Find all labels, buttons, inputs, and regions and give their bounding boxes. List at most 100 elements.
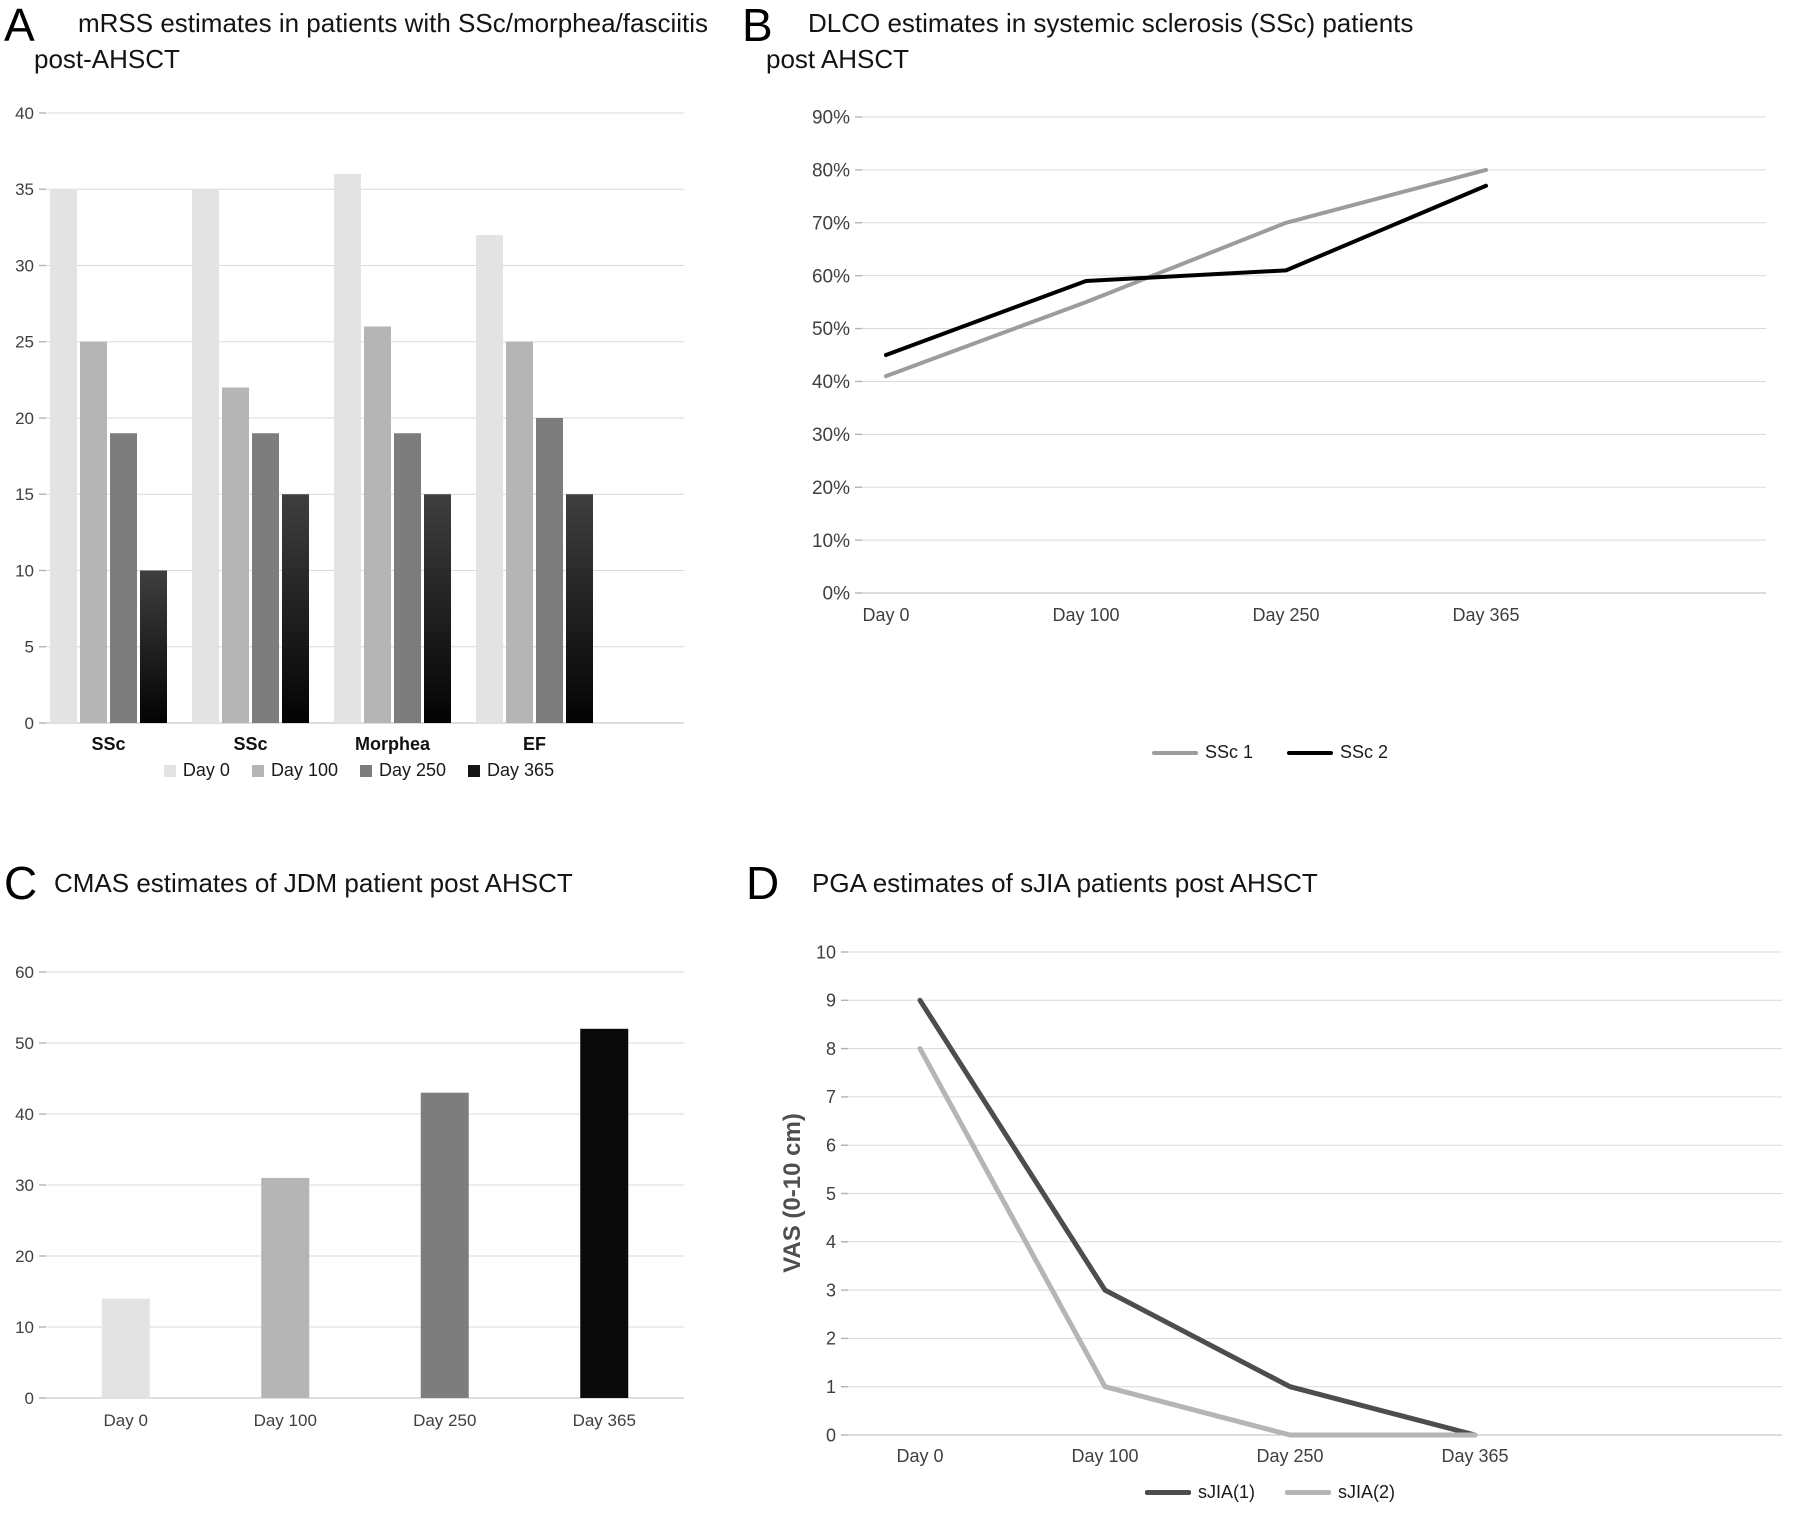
bar-Day 100 xyxy=(364,326,391,723)
y-tick-label: 30 xyxy=(15,1176,34,1195)
y-tick-label: 10 xyxy=(15,561,34,580)
panel-a: A mRSS estimates in patients with SSc/mo… xyxy=(0,0,740,800)
legend-swatch-icon xyxy=(1144,1490,1191,1495)
panel-a-title-line2: post-AHSCT xyxy=(34,44,180,74)
x-tick-label: Day 365 xyxy=(1452,605,1519,625)
line-series-sJIA(1) xyxy=(917,997,1478,1438)
y-tick-label: 50 xyxy=(15,1034,34,1053)
legend-label: Day 365 xyxy=(487,760,555,780)
bar-Day 0 xyxy=(101,1298,150,1398)
y-tick-label: 60% xyxy=(812,266,850,287)
x-category-label: SSc xyxy=(233,734,267,754)
y-tick-label: 90% xyxy=(812,108,850,129)
legend-label: Day 100 xyxy=(270,760,338,780)
panel-d-chart: 0 1 2 3 4 5 6 7 8 9 10 VAS (0-10 cm) Day 0 Day 100 Day… xyxy=(779,942,1782,1466)
bar-Day 250 xyxy=(536,418,563,723)
bar-Day 0 xyxy=(334,174,361,723)
bar-Day 100 xyxy=(222,387,249,723)
panel-d-letter: D xyxy=(746,857,780,909)
legend-label: SSc 2 xyxy=(1340,742,1389,762)
x-tick-label: Day 100 xyxy=(1071,1446,1138,1466)
y-tick-label: 0 xyxy=(826,1425,836,1445)
bar-Day 0 xyxy=(192,189,219,723)
panel-b: B DLCO estimates in systemic sclerosis (… xyxy=(740,0,1800,800)
x-category-label: EF xyxy=(523,734,546,754)
y-tick-label: 0 xyxy=(25,714,34,733)
bar-Day 0 xyxy=(476,235,503,723)
legend-item-sJIA(2): sJIA(2) xyxy=(1285,1482,1395,1503)
legend-swatch-icon xyxy=(251,764,264,777)
panel-c-title-line1: CMAS estimates of JDM patient post AHSCT xyxy=(54,868,573,898)
panel-d-legend: sJIA(1) sJIA(2) xyxy=(740,1482,1800,1503)
y-tick-label: 6 xyxy=(826,1136,836,1156)
panel-c: C CMAS estimates of JDM patient post AHS… xyxy=(0,860,740,1518)
panel-a-chart: 0 5 10 15 20 25 30 35 40 SSc SSc Morphea EF xyxy=(15,104,684,754)
panel-b-title-line1: DLCO estimates in systemic sclerosis (SS… xyxy=(808,8,1414,38)
bar-Day 250 xyxy=(252,433,279,723)
legend-swatch-icon xyxy=(359,764,372,777)
x-tick-label: Day 250 xyxy=(1252,605,1319,625)
x-category-label: Morphea xyxy=(355,734,431,754)
y-tick-label: 5 xyxy=(826,1184,836,1204)
bar-Day 0 xyxy=(50,189,77,723)
x-tick-label: Day 365 xyxy=(1441,1446,1508,1466)
legend-label: SSc 1 xyxy=(1204,742,1253,762)
y-tick-label: 25 xyxy=(15,333,34,352)
legend-label: Day 0 xyxy=(182,760,230,780)
panel-b-title-line2: post AHSCT xyxy=(766,44,910,74)
y-tick-label: 8 xyxy=(826,1039,836,1059)
y-tick-label: 10 xyxy=(15,1318,34,1337)
y-tick-label: 9 xyxy=(826,991,836,1011)
legend-item-Day 365: Day 365 xyxy=(468,760,554,781)
legend-swatch-icon xyxy=(468,764,481,777)
panel-c-chart: 0 10 20 30 40 50 60 Day 0 Day 100 Day 250 Day 365 xyxy=(15,963,684,1430)
legend-item-SSc 1: SSc 1 xyxy=(1151,742,1253,763)
legend-item-Day 250: Day 250 xyxy=(359,760,446,781)
y-tick-label: 20 xyxy=(15,1247,34,1266)
y-tick-label: 50% xyxy=(812,319,850,340)
y-tick-label: 70% xyxy=(812,213,850,234)
legend-swatch-icon xyxy=(163,764,176,777)
x-category-label: Day 365 xyxy=(573,1411,636,1430)
bar-Day 250 xyxy=(420,1092,469,1398)
bar-Day 365 xyxy=(282,494,309,723)
y-tick-label: 40 xyxy=(15,1105,34,1124)
y-tick-label: 40 xyxy=(15,104,34,123)
panel-b-chart: 0% 10% 20% 30% 40% 50% 60% 70% 80% 90% Day 0 Day 10… xyxy=(812,108,1766,625)
x-category-label: Day 0 xyxy=(104,1411,148,1430)
legend-label: sJIA(1) xyxy=(1197,1482,1255,1502)
line-series-SSc 1 xyxy=(884,167,1488,379)
x-category-label: SSc xyxy=(91,734,125,754)
panel-c-letter: C xyxy=(4,857,38,909)
bar-Day 100 xyxy=(506,341,533,723)
bar-Day 365 xyxy=(580,1028,629,1398)
x-tick-label: Day 100 xyxy=(1052,605,1119,625)
panel-b-legend: SSc 1 SSc 2 xyxy=(740,742,1800,763)
legend-swatch-icon xyxy=(1287,750,1333,755)
y-tick-label: 10% xyxy=(812,531,850,552)
bar-Day 365 xyxy=(140,570,167,723)
legend-item-SSc 2: SSc 2 xyxy=(1287,742,1388,763)
y-tick-label: 20% xyxy=(812,478,850,499)
y-tick-label: 1 xyxy=(826,1377,836,1397)
y-tick-label: 4 xyxy=(826,1232,836,1252)
y-tick-label: 7 xyxy=(826,1087,836,1107)
y-axis-label: VAS (0-10 cm) xyxy=(779,1113,806,1273)
bar-Day 365 xyxy=(566,494,593,723)
panel-a-letter: A xyxy=(4,0,35,51)
y-tick-label: 10 xyxy=(816,942,836,962)
legend-item-Day 0: Day 0 xyxy=(163,760,230,781)
legend-swatch-icon xyxy=(1151,750,1198,755)
x-tick-label: Day 250 xyxy=(1256,1446,1323,1466)
y-tick-label: 0% xyxy=(823,584,851,605)
bar-Day 100 xyxy=(80,341,107,723)
y-tick-label: 30% xyxy=(812,425,850,446)
x-tick-label: Day 0 xyxy=(896,1446,943,1466)
y-tick-label: 60 xyxy=(15,963,34,982)
y-tick-label: 3 xyxy=(826,1280,836,1300)
bar-Day 365 xyxy=(424,494,451,723)
y-tick-label: 30 xyxy=(15,256,34,275)
y-tick-label: 15 xyxy=(15,485,34,504)
line-series-SSc 2 xyxy=(884,183,1488,357)
y-tick-label: 40% xyxy=(812,372,850,393)
